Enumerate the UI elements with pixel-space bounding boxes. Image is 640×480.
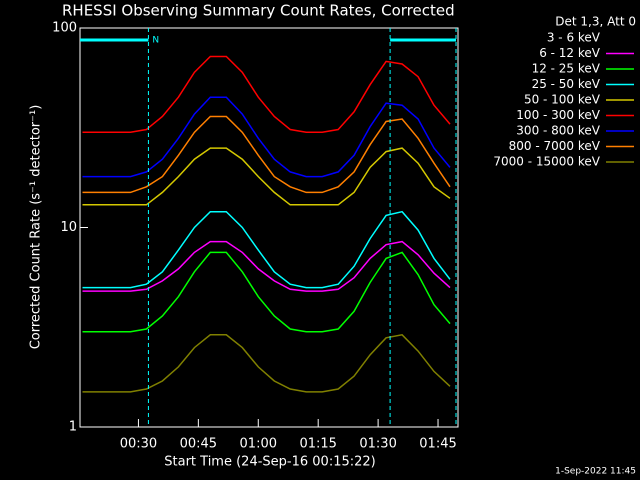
series-line: [82, 210, 451, 289]
x-tick-label: 01:00: [240, 437, 277, 452]
legend-label: 100 - 300 keV: [516, 108, 600, 122]
series-line: [82, 251, 451, 333]
series-line: [82, 115, 451, 194]
x-tick-label: 00:30: [120, 437, 157, 452]
legend-label: 300 - 800 keV: [516, 124, 600, 138]
y-tick-label: 1: [69, 420, 77, 435]
series-line: [82, 333, 451, 393]
series-line: [82, 147, 451, 206]
y-tick-label: 100: [52, 21, 77, 36]
legend-label: 12 - 25 keV: [532, 62, 601, 76]
x-axis-label: Start Time (24-Sep-16 00:15:22): [164, 455, 375, 470]
legend-label: 800 - 7000 keV: [509, 139, 601, 153]
x-tick-label: 01:45: [419, 437, 456, 452]
series-line: [82, 240, 451, 292]
y-axis-label: Corrected Count Rate (s⁻¹ detector⁻¹): [29, 105, 44, 350]
legend-label: 7000 - 15000 keV: [493, 155, 600, 169]
series-line: [82, 96, 451, 178]
legend-label: 6 - 12 keV: [539, 46, 601, 60]
footer: 1-Sep-2022 11:45: [555, 467, 636, 477]
legend-label: 50 - 100 keV: [524, 93, 601, 107]
series-line: [82, 308, 451, 377]
x-tick-label: 01:15: [299, 437, 336, 452]
night-label: N: [152, 36, 159, 46]
series-line: [82, 55, 451, 134]
legend-label: 3 - 6 keV: [547, 31, 601, 45]
legend-title: Det 1,3, Att 0: [555, 15, 636, 29]
legend-label: 25 - 50 keV: [532, 77, 601, 91]
x-tick-label: 00:45: [180, 437, 217, 452]
plot-frame: [79, 27, 459, 428]
y-tick-label: 10: [60, 220, 77, 235]
x-tick-label: 01:30: [359, 437, 396, 452]
chart-title: RHESSI Observing Summary Count Rates, Co…: [62, 2, 455, 20]
